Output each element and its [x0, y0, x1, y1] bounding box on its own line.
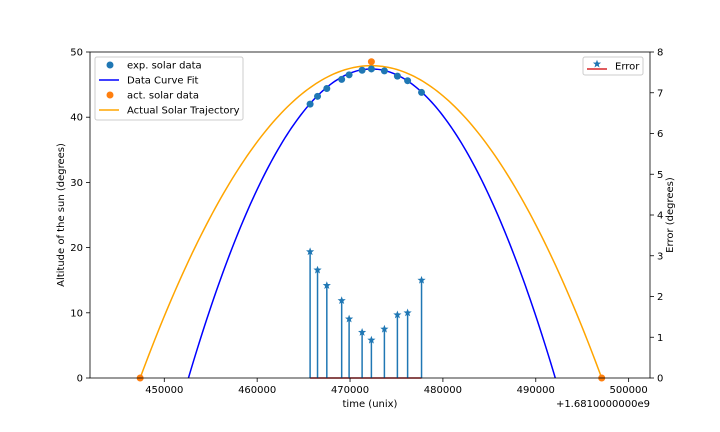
- error-point: [306, 247, 315, 256]
- error-point: [345, 314, 354, 323]
- x-tick-label: 460000: [238, 385, 276, 396]
- error-point: [358, 328, 367, 336]
- right-y-tick-label: 5: [657, 170, 663, 181]
- exp-solar-point: [345, 71, 353, 79]
- axes: 450000 460000 470000 480000 490000 500000 time…: [56, 48, 676, 411]
- right-y-tick-label: 1: [657, 333, 663, 344]
- right-y-tick-label: 3: [657, 251, 663, 262]
- x-tick-label: 500000: [610, 385, 648, 396]
- right-y-tick-label: 0: [657, 374, 663, 385]
- legend-label: Actual Solar Trajectory: [127, 106, 240, 117]
- error-stems: [306, 247, 426, 379]
- exp-solar-point: [306, 100, 314, 108]
- left-y-tick-label: 20: [70, 243, 83, 254]
- right-y-tick-label: 2: [657, 292, 663, 303]
- legend-right: Error: [582, 56, 644, 76]
- exp-solar-point: [404, 77, 412, 85]
- left-y-tick-label: 50: [70, 48, 83, 59]
- error-point: [322, 281, 331, 289]
- exp-solar-point: [338, 75, 346, 83]
- error-point: [337, 296, 346, 305]
- exp-solar-point: [358, 66, 366, 74]
- x-axis-label: time (unix): [343, 399, 398, 410]
- right-y-tick-label: 7: [657, 88, 663, 99]
- exp-solar-point: [418, 88, 426, 96]
- x-tick-label: 490000: [517, 385, 555, 396]
- exp-solar-point: [323, 85, 331, 93]
- exp-solar-points: [306, 65, 426, 108]
- exp-solar-point: [314, 92, 322, 100]
- error-point: [417, 275, 426, 284]
- left-y-tick-label: 30: [70, 178, 83, 189]
- legend-left: exp. solar data Data Curve Fit act. solar …: [94, 56, 244, 121]
- right-y-tick-label: 8: [657, 48, 663, 59]
- legend-label: act. solar data: [127, 91, 199, 102]
- legend-marker-act-solar-data: [106, 91, 114, 99]
- left-y-tick-label: 40: [70, 113, 83, 124]
- left-y-axis-label: Altitude of the sun (degrees): [56, 143, 67, 287]
- right-y-axis-label: Error (degrees): [665, 177, 676, 253]
- right-y-tick-label: 6: [657, 129, 663, 140]
- left-y-tick-label: 10: [70, 308, 83, 319]
- right-y-tick-label: 4: [657, 211, 663, 222]
- error-point: [380, 324, 389, 333]
- exp-solar-point: [393, 72, 401, 80]
- legend-right-box: [582, 56, 644, 76]
- x-axis-offset: +1.6810000000e9: [556, 399, 650, 410]
- error-point: [393, 310, 402, 319]
- x-tick-label: 470000: [331, 385, 369, 396]
- act-solar-point: [367, 58, 375, 66]
- left-y-tick-label: 0: [77, 374, 83, 385]
- error-point: [313, 265, 322, 274]
- legend-label: Error: [615, 62, 640, 73]
- error-point: [403, 308, 412, 317]
- exp-solar-point: [367, 65, 375, 73]
- x-tick-label: 450000: [145, 385, 183, 396]
- legends: exp. solar data Data Curve Fit act. solar …: [94, 56, 644, 121]
- legend-label: exp. solar data: [127, 61, 202, 72]
- x-tick-label: 480000: [424, 385, 462, 396]
- legend-label: Data Curve Fit: [127, 76, 199, 87]
- plot-area: [136, 58, 606, 382]
- exp-solar-point: [380, 67, 388, 75]
- legend-error-star: [592, 59, 602, 68]
- legend-left-box: [94, 56, 244, 121]
- error-point: [367, 335, 376, 344]
- legend-marker-exp-solar-data: [106, 61, 114, 69]
